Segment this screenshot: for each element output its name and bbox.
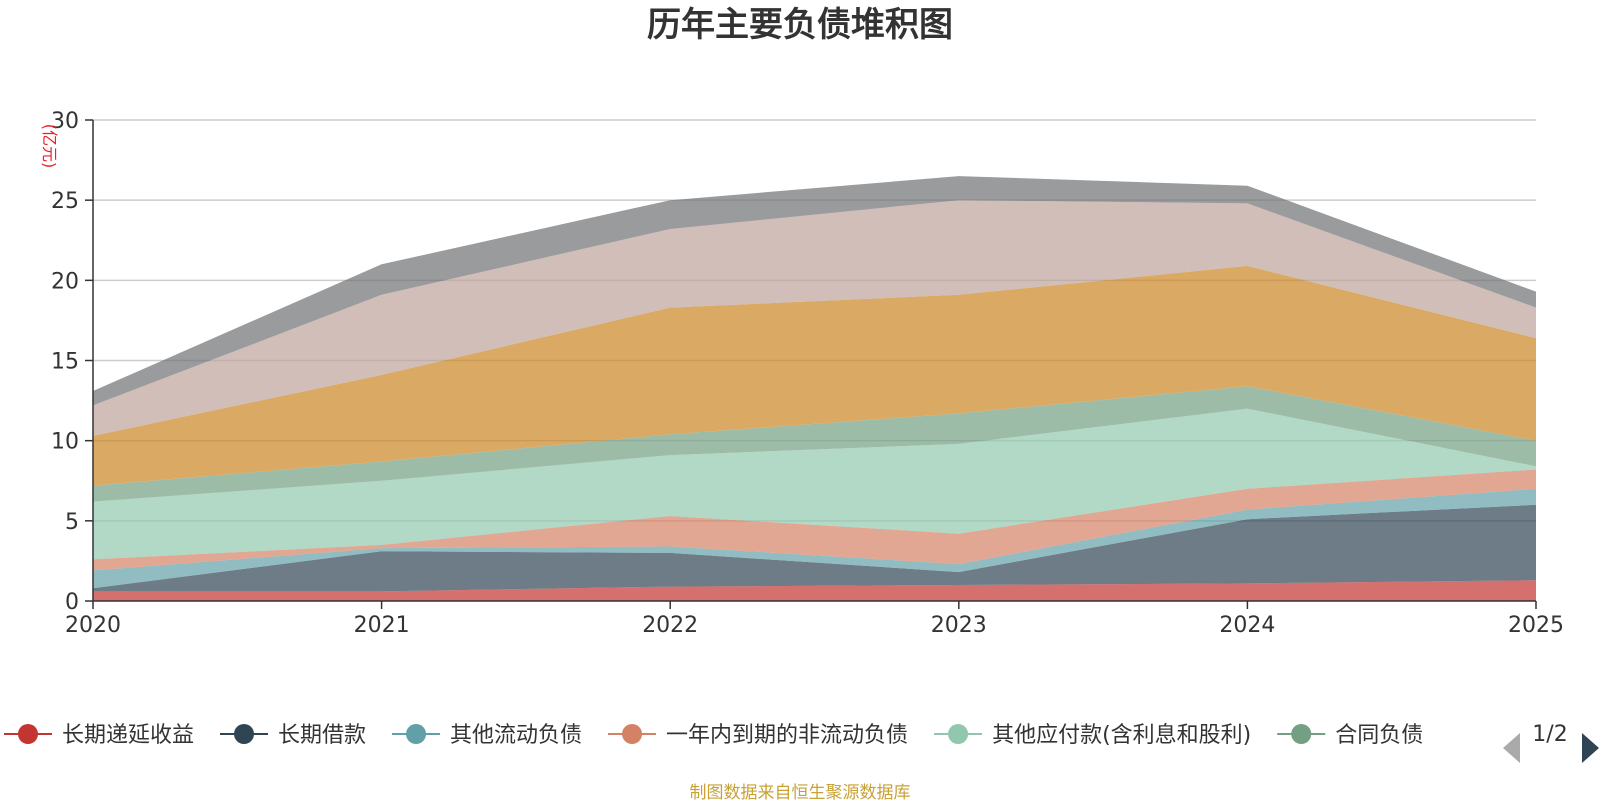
area-series-1[interactable] bbox=[93, 580, 1536, 601]
legend: 长期递延收益 长期借款 其他流动负债 一年内到期的非流动负债 其他应付款(含利息和股利)… bbox=[4, 723, 1423, 748]
legend-dot-marker bbox=[234, 724, 255, 744]
legend-item[interactable]: 长期借款 bbox=[220, 723, 366, 748]
y-tick-label: 0 bbox=[65, 590, 79, 615]
legend-item[interactable]: 长期递延收益 bbox=[4, 723, 194, 748]
legend-label: 一年内到期的非流动负债 bbox=[666, 723, 908, 748]
area-series-2[interactable] bbox=[93, 504, 1536, 592]
x-tick-label: 2023 bbox=[931, 613, 987, 638]
legend-dot-marker bbox=[1291, 724, 1312, 744]
area-series-6[interactable] bbox=[93, 386, 1536, 502]
area-series-9[interactable] bbox=[93, 176, 1536, 406]
legend-label: 合同负债 bbox=[1335, 723, 1423, 748]
legend-label: 长期递延收益 bbox=[62, 723, 194, 748]
data-source-note: 制图数据来自恒生聚源数据库 bbox=[689, 783, 911, 803]
y-tick-label: 15 bbox=[51, 350, 79, 375]
legend-item[interactable]: 其他应付款(含利息和股利) bbox=[934, 723, 1251, 748]
y-tick-label: 5 bbox=[65, 510, 79, 535]
y-tick-label: 20 bbox=[51, 269, 79, 294]
legend-page-indicator: 1/2 bbox=[1532, 722, 1567, 747]
x-tick-label: 2022 bbox=[642, 613, 698, 638]
x-tick-label: 2025 bbox=[1508, 613, 1564, 638]
legend-item[interactable]: 其他流动负债 bbox=[392, 723, 582, 748]
y-tick-label: 30 bbox=[51, 109, 79, 134]
area-series-5[interactable] bbox=[93, 408, 1536, 560]
area-series-8[interactable] bbox=[93, 200, 1536, 436]
legend-label: 长期借款 bbox=[278, 723, 366, 748]
series-areas bbox=[93, 176, 1536, 601]
chart-title: 历年主要负债堆积图 bbox=[647, 5, 953, 45]
legend-dot-marker bbox=[622, 724, 643, 744]
x-tick-label: 2020 bbox=[65, 613, 121, 638]
x-tick-label: 2021 bbox=[354, 613, 410, 638]
legend-label: 其他应付款(含利息和股利) bbox=[992, 723, 1251, 748]
area-series-4[interactable] bbox=[93, 469, 1536, 571]
legend-item[interactable]: 一年内到期的非流动负债 bbox=[608, 723, 908, 748]
legend-next-icon[interactable] bbox=[1582, 733, 1599, 763]
legend-prev-icon[interactable] bbox=[1503, 733, 1520, 763]
legend-item[interactable]: 合同负债 bbox=[1277, 723, 1423, 748]
area-series-7[interactable] bbox=[93, 265, 1536, 486]
y-tick-label: 25 bbox=[51, 189, 79, 214]
x-tick-label: 2024 bbox=[1219, 613, 1275, 638]
legend-pager: 1/2 bbox=[1503, 722, 1599, 763]
y-axis-unit-label: (亿元) bbox=[40, 124, 59, 169]
legend-label: 其他流动负债 bbox=[450, 723, 582, 748]
legend-dot-marker bbox=[406, 724, 427, 744]
y-tick-label: 10 bbox=[51, 430, 79, 455]
legend-dot-marker bbox=[18, 724, 38, 744]
legend-dot-marker bbox=[948, 724, 969, 744]
